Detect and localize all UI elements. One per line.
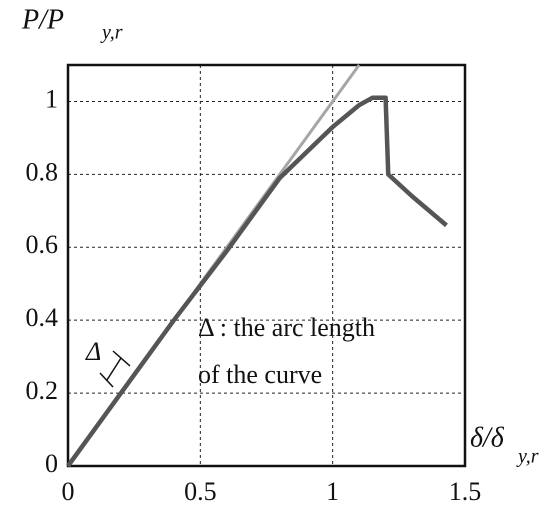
data-line — [66, 95, 448, 468]
plot-frame — [66, 63, 467, 468]
x-tick-label: 0 — [62, 477, 75, 506]
annotation: of the curve — [198, 360, 322, 389]
x-tick-label: 1.5 — [449, 477, 482, 506]
y-tick-label: 0.2 — [26, 376, 59, 405]
y-tick-label: 0.4 — [26, 303, 59, 332]
x-tick-label: 1 — [326, 477, 339, 506]
y-tick-label: 0.8 — [26, 157, 59, 186]
x-axis-label-sub: y,r — [516, 446, 539, 468]
x-axis-label: δ/δ — [470, 422, 505, 453]
x-tick-label: 0.5 — [184, 477, 217, 506]
y-axis-label: P/P — [21, 4, 64, 35]
y-tick-label: 0 — [45, 449, 58, 478]
y-tick-label: 1 — [45, 84, 58, 113]
annotation: Δ : the arc length — [198, 313, 375, 342]
y-axis-label-sub: y,r — [100, 22, 123, 44]
y-tick-label: 0.6 — [26, 230, 59, 259]
annotation: Δ — [85, 337, 101, 366]
arc-length-marker — [99, 350, 131, 388]
